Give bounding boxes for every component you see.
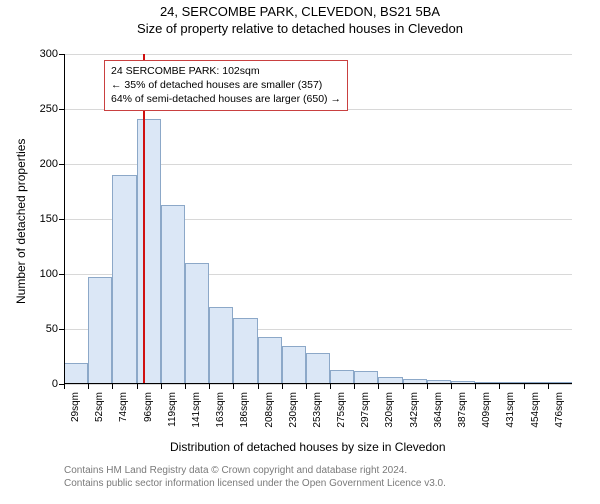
x-tick-mark (161, 384, 162, 389)
y-axis-line (64, 54, 65, 384)
histogram-bar (137, 119, 161, 384)
x-tick-mark (548, 384, 549, 389)
footer-attribution: Contains HM Land Registry data © Crown c… (64, 464, 446, 490)
y-tick-label: 100 (28, 268, 58, 280)
x-tick-mark (451, 384, 452, 389)
plot-area: 24 SERCOMBE PARK: 102sqm← 35% of detache… (64, 54, 572, 384)
annotation-line-3: 64% of semi-detached houses are larger (… (111, 92, 341, 106)
x-tick-mark (64, 384, 65, 389)
x-tick-label: 387sqm (457, 392, 468, 432)
histogram-bar (88, 277, 112, 384)
y-tick-label: 150 (28, 213, 58, 225)
x-tick-mark (258, 384, 259, 389)
x-tick-label: 454sqm (530, 392, 541, 432)
x-tick-mark (427, 384, 428, 389)
x-tick-mark (524, 384, 525, 389)
y-tick-mark (59, 219, 64, 220)
x-tick-mark (137, 384, 138, 389)
y-tick-mark (59, 54, 64, 55)
x-tick-mark (378, 384, 379, 389)
x-tick-label: 297sqm (360, 392, 371, 432)
y-tick-mark (59, 164, 64, 165)
histogram-bar (112, 175, 136, 384)
x-tick-label: 74sqm (118, 392, 129, 432)
y-axis-label: Number of detached properties (14, 139, 28, 304)
x-tick-mark (209, 384, 210, 389)
x-tick-mark (112, 384, 113, 389)
x-tick-mark (88, 384, 89, 389)
x-tick-label: 409sqm (481, 392, 492, 432)
chart-title: 24, SERCOMBE PARK, CLEVEDON, BS21 5BA (0, 4, 600, 19)
x-tick-label: 275sqm (336, 392, 347, 432)
chart-subtitle: Size of property relative to detached ho… (0, 21, 600, 36)
annotation-box: 24 SERCOMBE PARK: 102sqm← 35% of detache… (104, 60, 348, 111)
y-tick-label: 300 (28, 48, 58, 60)
histogram-bar (306, 353, 330, 384)
gridline (64, 384, 572, 385)
x-tick-label: 208sqm (264, 392, 275, 432)
annotation-line-2: ← 35% of detached houses are smaller (35… (111, 78, 341, 92)
x-tick-label: 119sqm (167, 392, 178, 432)
histogram-bar (209, 307, 233, 384)
y-tick-label: 200 (28, 158, 58, 170)
histogram-bar (64, 363, 88, 384)
x-tick-label: 320sqm (384, 392, 395, 432)
histogram-bar (330, 370, 354, 384)
y-tick-mark (59, 274, 64, 275)
footer-line-1: Contains HM Land Registry data © Crown c… (64, 464, 446, 477)
y-tick-label: 50 (28, 323, 58, 335)
x-tick-mark (233, 384, 234, 389)
x-tick-mark (330, 384, 331, 389)
x-tick-mark (185, 384, 186, 389)
x-tick-mark (282, 384, 283, 389)
x-tick-mark (306, 384, 307, 389)
annotation-line-1: 24 SERCOMBE PARK: 102sqm (111, 64, 341, 78)
y-tick-label: 250 (28, 103, 58, 115)
histogram-bar (185, 263, 209, 384)
x-tick-label: 29sqm (70, 392, 81, 432)
y-tick-label: 0 (28, 378, 58, 390)
histogram-bar (282, 346, 306, 385)
x-tick-label: 230sqm (288, 392, 299, 432)
x-tick-label: 96sqm (143, 392, 154, 432)
x-tick-mark (475, 384, 476, 389)
x-tick-label: 476sqm (554, 392, 565, 432)
x-tick-label: 163sqm (215, 392, 226, 432)
x-tick-label: 141sqm (191, 392, 202, 432)
x-tick-label: 253sqm (312, 392, 323, 432)
x-tick-mark (499, 384, 500, 389)
x-tick-label: 431sqm (505, 392, 516, 432)
histogram-bar (161, 205, 185, 384)
histogram-bar (233, 318, 257, 384)
y-tick-mark (59, 109, 64, 110)
footer-line-2: Contains public sector information licen… (64, 477, 446, 490)
x-axis-line (64, 383, 572, 384)
x-tick-label: 342sqm (409, 392, 420, 432)
x-tick-label: 186sqm (239, 392, 250, 432)
chart-container: 24, SERCOMBE PARK, CLEVEDON, BS21 5BA Si… (0, 4, 600, 504)
gridline (64, 54, 572, 55)
x-tick-mark (403, 384, 404, 389)
y-tick-mark (59, 329, 64, 330)
x-axis-label: Distribution of detached houses by size … (170, 440, 446, 454)
histogram-bar (258, 337, 282, 384)
x-tick-mark (354, 384, 355, 389)
x-tick-label: 52sqm (94, 392, 105, 432)
x-tick-label: 364sqm (433, 392, 444, 432)
